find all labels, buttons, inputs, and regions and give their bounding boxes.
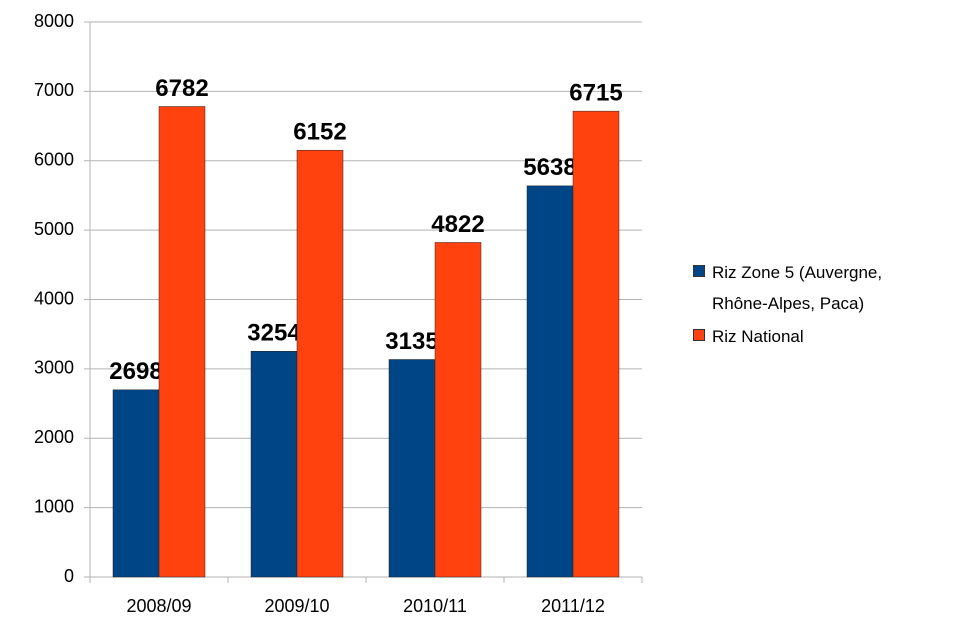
legend-label: Riz National [712, 327, 804, 346]
data-label: 4822 [431, 211, 484, 238]
legend: Riz Zone 5 (Auvergne, Rhône-Alpes, Paca)… [693, 257, 912, 354]
data-label: 3254 [247, 320, 301, 347]
legend-swatch [693, 329, 705, 341]
bar [434, 242, 482, 578]
x-tick-label: 2011/12 [541, 596, 605, 616]
y-tick-label: 6000 [34, 150, 74, 170]
data-label: 3135 [385, 328, 438, 355]
bar [388, 359, 436, 578]
y-tick-label: 1000 [34, 496, 74, 516]
bar [296, 149, 344, 578]
bar [572, 110, 620, 578]
x-tick-label: 2008/09 [126, 596, 191, 616]
y-tick-label: 2000 [34, 427, 74, 447]
data-label: 5638 [523, 154, 576, 181]
y-tick-label: 7000 [34, 80, 74, 100]
bar [158, 106, 206, 578]
legend-item: Riz Zone 5 (Auvergne, Rhône-Alpes, Paca) [693, 257, 912, 319]
data-label: 6152 [293, 119, 346, 146]
y-tick-label: 5000 [34, 219, 74, 239]
bar [526, 185, 574, 578]
bar [250, 351, 298, 578]
y-tick-label: 8000 [34, 11, 74, 31]
y-tick-label: 4000 [34, 288, 74, 308]
data-label: 6782 [155, 75, 208, 102]
bar [112, 389, 160, 578]
x-tick-label: 2009/10 [264, 596, 329, 616]
y-tick-label: 0 [64, 566, 74, 586]
data-label: 6715 [569, 79, 622, 106]
data-label: 2698 [109, 358, 162, 385]
legend-item: Riz National [693, 321, 912, 352]
legend-label: Riz Zone 5 (Auvergne, Rhône-Alpes, Paca) [712, 263, 883, 313]
legend-swatch [693, 265, 705, 277]
x-tick-label: 2010/11 [403, 596, 467, 616]
y-tick-label: 3000 [34, 358, 74, 378]
